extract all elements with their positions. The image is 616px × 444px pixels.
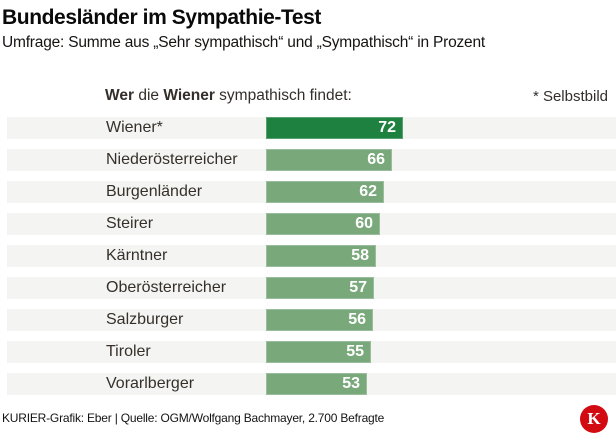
chart-question-bold-wiener: Wiener (163, 87, 215, 104)
bar-chart: Wiener* 72 Niederösterreicher 66 Burgenlände… (7, 117, 616, 405)
bar-value: 58 (351, 247, 369, 264)
bar: 56 (266, 309, 373, 331)
chart-question-mid: die (134, 87, 164, 104)
bar-value: 72 (378, 119, 396, 136)
bar-value: 60 (355, 215, 373, 232)
row-label: Burgenländer (106, 183, 203, 200)
page-title: Bundesländer im Sympathie-Test (2, 6, 322, 29)
bar: 60 (266, 213, 380, 235)
kurier-logo-icon: K (580, 405, 608, 433)
row-label: Salzburger (106, 311, 184, 328)
bar: 53 (266, 373, 367, 395)
chart-row: Niederösterreicher 66 (7, 149, 616, 171)
page-subtitle: Umfrage: Summe aus „Sehr sympathisch“ un… (2, 34, 485, 51)
chart-row: Kärntner 58 (7, 245, 616, 267)
bar-value: 55 (346, 343, 364, 360)
chart-row: Burgenländer 62 (7, 181, 616, 203)
bar-value: 62 (359, 183, 377, 200)
row-label: Vorarlberger (106, 375, 195, 392)
bar: 62 (266, 181, 384, 203)
chart-row: Vorarlberger 53 (7, 373, 616, 395)
bar: 55 (266, 341, 371, 363)
bar: 58 (266, 245, 376, 267)
chart-question-bold-wer: Wer (105, 87, 135, 104)
row-label: Tiroler (106, 343, 151, 360)
kurier-logo-letter: K (587, 409, 601, 428)
bar-value: 53 (342, 375, 360, 392)
bar: 57 (266, 277, 374, 299)
chart-header: Wer die Wiener sympathisch findet: * Sel… (0, 87, 616, 105)
chart-row: Salzburger 56 (7, 309, 616, 331)
bar: 66 (266, 149, 392, 171)
bar-value: 57 (349, 279, 367, 296)
row-label: Niederösterreicher (106, 151, 238, 168)
bar-highlight: 72 (266, 117, 403, 139)
row-label: Oberösterreicher (106, 279, 227, 296)
row-label: Kärntner (106, 247, 168, 264)
chart-row: Oberösterreicher 57 (7, 277, 616, 299)
chart-row: Steirer 60 (7, 213, 616, 235)
chart-question-rest: sympathisch findet: (214, 87, 352, 104)
selfimage-note: * Selbstbild (532, 88, 608, 105)
chart-question: Wer die Wiener sympathisch findet: (105, 87, 352, 105)
chart-row: Tiroler 55 (7, 341, 616, 363)
row-label: Steirer (106, 215, 154, 232)
credit-line: KURIER-Grafik: Eber | Quelle: OGM/Wolfga… (2, 411, 385, 425)
bar-value: 66 (367, 151, 385, 168)
row-label: Wiener* (106, 119, 163, 136)
bar-value: 56 (348, 311, 366, 328)
chart-row: Wiener* 72 (7, 117, 616, 139)
